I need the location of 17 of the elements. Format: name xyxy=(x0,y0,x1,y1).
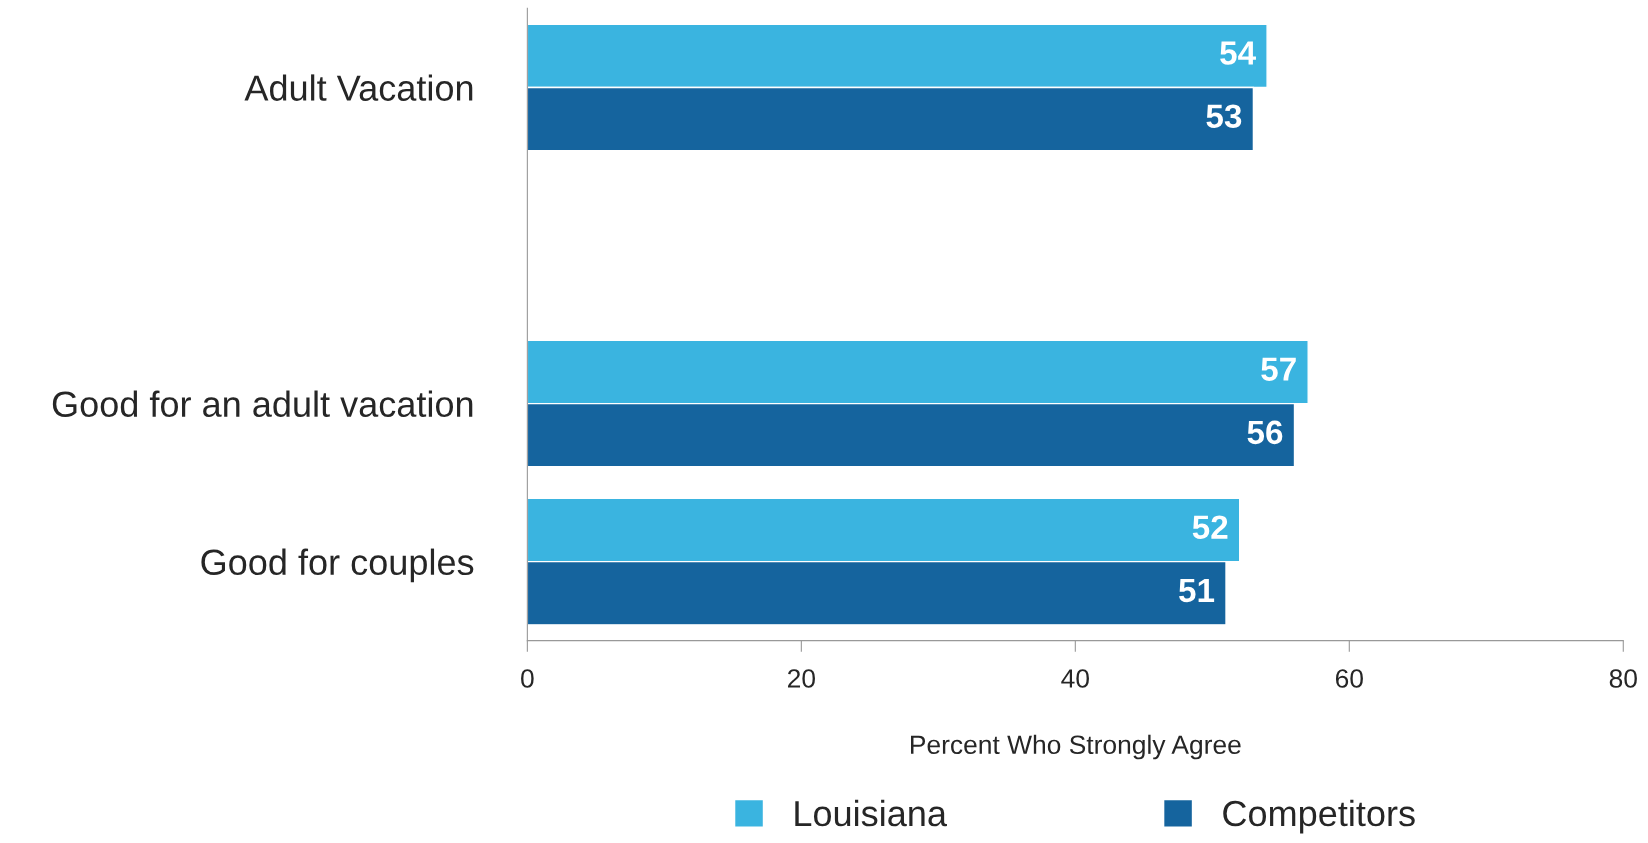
x-axis-title: Percent Who Strongly Agree xyxy=(911,734,1241,760)
data-label: 54 xyxy=(1220,41,1256,65)
x-tick-label: 80 xyxy=(1609,669,1637,688)
x-tick-label: 60 xyxy=(1335,669,1363,688)
y-tick-label: Good for an adult vacation xyxy=(52,390,473,418)
data-label: 51 xyxy=(1179,578,1215,603)
data-label: 57 xyxy=(1261,357,1296,381)
x-tick-label: 20 xyxy=(787,669,815,688)
x-tick-label: 0 xyxy=(521,669,534,688)
data-label: 53 xyxy=(1206,104,1242,129)
legend-label: Louisiana xyxy=(795,799,947,827)
y-tick-label: Adult Vacation xyxy=(244,74,473,101)
data-label: 52 xyxy=(1192,515,1228,539)
legend-label: Competitors xyxy=(1223,799,1415,834)
x-tick-label: 40 xyxy=(1061,669,1089,688)
data-label: 56 xyxy=(1247,420,1283,445)
y-tick-label: Good for couples xyxy=(201,548,474,583)
